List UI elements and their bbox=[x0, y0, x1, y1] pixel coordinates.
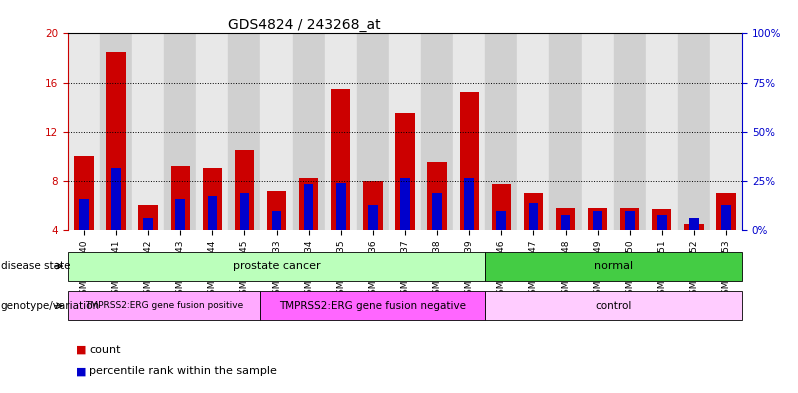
Bar bbox=[68, 291, 260, 320]
Text: ■: ■ bbox=[76, 345, 86, 355]
Text: control: control bbox=[595, 301, 632, 310]
Bar bbox=[74, 156, 93, 230]
Bar bbox=[272, 211, 282, 230]
Bar bbox=[100, 33, 132, 230]
Bar bbox=[582, 33, 614, 230]
Text: genotype/variation: genotype/variation bbox=[1, 301, 100, 311]
Bar bbox=[144, 218, 153, 230]
Bar bbox=[625, 211, 634, 230]
Bar bbox=[293, 33, 325, 230]
Bar bbox=[368, 205, 377, 230]
Title: GDS4824 / 243268_at: GDS4824 / 243268_at bbox=[227, 18, 380, 32]
Bar bbox=[561, 215, 571, 230]
Bar bbox=[689, 218, 699, 230]
Bar bbox=[460, 92, 479, 230]
Bar bbox=[620, 208, 639, 230]
Bar bbox=[111, 169, 120, 230]
Bar bbox=[68, 252, 485, 281]
Text: count: count bbox=[89, 345, 120, 355]
Bar bbox=[464, 178, 474, 230]
Text: TMPRSS2:ERG gene fusion negative: TMPRSS2:ERG gene fusion negative bbox=[279, 301, 466, 310]
Bar bbox=[528, 203, 538, 230]
Bar bbox=[710, 33, 742, 230]
Bar bbox=[235, 150, 254, 230]
Bar bbox=[646, 33, 678, 230]
Bar bbox=[139, 205, 158, 230]
Bar bbox=[132, 33, 164, 230]
Bar bbox=[685, 224, 704, 230]
Bar bbox=[164, 33, 196, 230]
Bar bbox=[717, 193, 736, 230]
Text: ■: ■ bbox=[76, 366, 86, 376]
Bar bbox=[325, 33, 357, 230]
Bar bbox=[228, 33, 260, 230]
Bar bbox=[433, 193, 442, 230]
Bar bbox=[260, 33, 293, 230]
Bar bbox=[79, 199, 89, 230]
Bar bbox=[389, 33, 421, 230]
Bar bbox=[492, 184, 511, 230]
Bar bbox=[421, 33, 453, 230]
Text: TMPRSS2:ERG gene fusion positive: TMPRSS2:ERG gene fusion positive bbox=[85, 301, 243, 310]
Bar bbox=[267, 191, 286, 230]
Bar bbox=[657, 215, 666, 230]
Bar bbox=[556, 208, 575, 230]
Bar bbox=[207, 195, 217, 230]
Bar bbox=[331, 89, 350, 230]
Bar bbox=[363, 181, 382, 230]
Bar bbox=[593, 211, 602, 230]
Bar bbox=[485, 33, 517, 230]
Bar bbox=[260, 291, 485, 320]
Bar bbox=[106, 52, 125, 230]
Bar bbox=[523, 193, 543, 230]
Bar bbox=[239, 193, 249, 230]
Bar bbox=[68, 33, 100, 230]
Bar bbox=[203, 169, 222, 230]
Bar bbox=[652, 209, 671, 230]
Bar bbox=[485, 291, 742, 320]
Bar bbox=[614, 33, 646, 230]
Bar bbox=[453, 33, 485, 230]
Bar bbox=[196, 33, 228, 230]
Text: percentile rank within the sample: percentile rank within the sample bbox=[89, 366, 277, 376]
Bar bbox=[357, 33, 389, 230]
Bar bbox=[485, 252, 742, 281]
Text: disease state: disease state bbox=[1, 261, 70, 271]
Text: prostate cancer: prostate cancer bbox=[233, 261, 320, 271]
Bar bbox=[176, 199, 185, 230]
Bar bbox=[304, 184, 314, 230]
Bar bbox=[588, 208, 607, 230]
Bar bbox=[395, 113, 415, 230]
Bar bbox=[517, 33, 550, 230]
Bar bbox=[428, 162, 447, 230]
Bar bbox=[496, 211, 506, 230]
Bar bbox=[336, 183, 346, 230]
Bar bbox=[171, 166, 190, 230]
Bar bbox=[400, 178, 410, 230]
Text: normal: normal bbox=[595, 261, 634, 271]
Bar bbox=[721, 205, 731, 230]
Bar bbox=[678, 33, 710, 230]
Bar bbox=[299, 178, 318, 230]
Bar bbox=[550, 33, 582, 230]
